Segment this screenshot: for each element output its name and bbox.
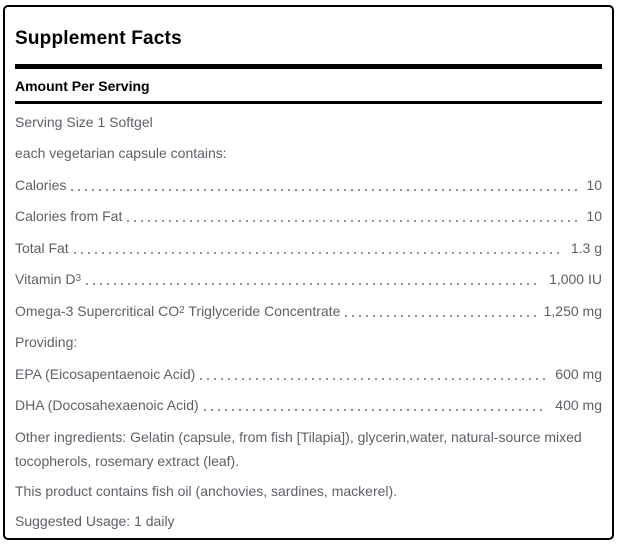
fact-row: each vegetarian capsule contains: [15, 138, 602, 170]
panel-title: Supplement Facts [15, 28, 182, 49]
footnote-paragraphs: Other ingredients: Gelatin (capsule, fro… [15, 425, 602, 533]
dot-leader [200, 377, 548, 380]
facts-rows: Serving Size 1 Softgel each vegetarian c… [15, 106, 602, 421]
footnote-text: This product contains fish oil (anchovie… [15, 483, 398, 499]
dot-leader [86, 283, 542, 286]
fact-label: EPA (Eicosapentaenoic Acid) [15, 365, 196, 382]
fact-label: Total Fat [15, 239, 69, 256]
thick-divider [15, 64, 602, 69]
fact-label: Providing: [15, 334, 78, 351]
dot-leader [71, 188, 579, 191]
footnote-text: Other ingredients: Gelatin (capsule, fro… [15, 429, 582, 469]
fact-row: Providing: [15, 327, 602, 359]
fact-row: Total Fat 1.3 g [15, 232, 602, 264]
fact-value: 1,250 mg [543, 302, 602, 319]
fact-label: Serving Size 1 Softgel [15, 113, 153, 130]
fact-row: Omega-3 Supercritical CO 2 Triglyceride C… [15, 302, 602, 319]
fact-value: 600 mg [555, 365, 602, 382]
footnote-text: Suggested Usage: 1 daily [15, 513, 175, 529]
fact-label: Calories [15, 176, 67, 193]
fact-row: Calories from Fat 10 [15, 201, 602, 233]
dot-leader [345, 314, 536, 317]
fact-label: each vegetarian capsule contains: [15, 145, 227, 162]
fact-value: 400 mg [555, 397, 602, 414]
fact-label: Vitamin D [15, 271, 76, 288]
fact-row: EPA (Eicosapentaenoic Acid) 600 mg [15, 358, 602, 390]
fact-value: 1,000 IU [549, 271, 602, 288]
fact-value: 1.3 g [570, 239, 602, 256]
fact-label: Calories from Fat [15, 208, 123, 225]
dot-leader [73, 251, 563, 254]
fact-row: Serving Size 1 Softgel [15, 106, 602, 138]
dot-leader [127, 220, 579, 223]
fact-row: Calories 10 [15, 169, 602, 201]
amount-per-serving-header: Amount Per Serving [15, 78, 150, 94]
thin-divider [15, 101, 602, 104]
supplement-facts-panel: Supplement Facts Amount Per Serving Serv… [3, 5, 614, 540]
dot-leader [203, 409, 548, 412]
fact-row: DHA (Docosahexaenoic Acid) 400 mg [15, 390, 602, 422]
fact-label-continued: Triglyceride Concentrate [184, 302, 341, 319]
fact-label: Omega-3 Supercritical CO [15, 302, 180, 319]
fact-value: 10 [586, 176, 602, 193]
fact-label: DHA (Docosahexaenoic Acid) [15, 397, 199, 414]
fact-value: 10 [586, 208, 602, 225]
